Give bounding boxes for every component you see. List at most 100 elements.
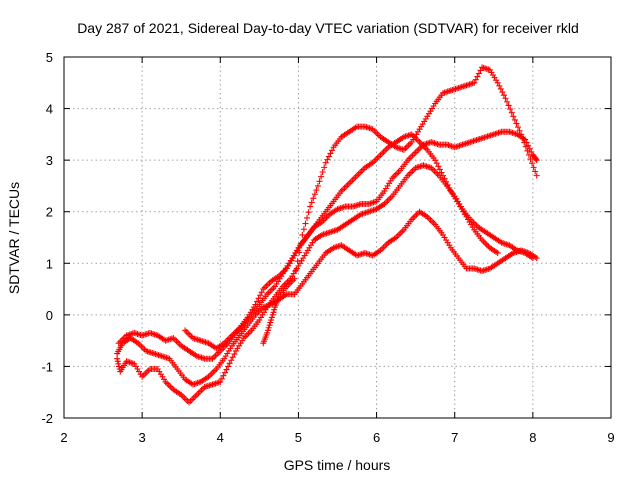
data-point [318,173,325,180]
data-point [497,85,504,92]
data-point [300,226,307,233]
data-point [510,113,517,120]
data-point [519,135,526,142]
data-point [223,366,230,373]
data-point [325,153,332,160]
data-point [314,182,321,189]
data-point [435,163,442,170]
data-point [508,109,515,116]
data-point [324,156,331,163]
series-track-1 [114,162,536,406]
data-point [291,275,298,282]
data-point [494,79,501,86]
data-point [302,220,309,227]
data-point [252,301,259,308]
data-point [270,309,277,316]
data-point [217,378,224,385]
data-point [518,131,525,138]
plot-frame [63,56,612,419]
series-track-4 [182,131,501,352]
data-point [304,214,311,221]
x-tick-label: 9 [607,430,614,445]
data-point [264,329,271,336]
data-point [267,319,274,326]
data-point [499,89,506,96]
data-point [533,157,540,164]
y-tick-label: 5 [46,50,53,65]
data-point [500,92,507,99]
data-point [533,172,540,179]
data-point [494,249,501,256]
data-point [513,120,520,127]
data-point [475,70,482,77]
data-point [522,143,529,150]
data-point [528,148,535,155]
data-point [115,360,122,367]
data-point [294,258,301,265]
data-point [433,160,440,167]
data-point [327,150,334,157]
data-point [322,159,329,166]
data-point [310,195,317,202]
y-tick-label: 4 [46,102,53,117]
data-point [258,289,265,296]
data-point [254,298,261,305]
data-point [471,79,478,86]
data-point [229,354,236,361]
data-point [438,169,445,176]
data-point [114,358,121,365]
y-tick-label: -2 [41,411,53,426]
data-point [507,106,514,113]
data-point [527,156,534,163]
data-point [524,147,531,154]
data-point [299,231,306,238]
data-point [305,209,312,216]
data-point [502,95,509,102]
series-track-3 [115,128,540,362]
data-point [532,168,539,175]
data-point [269,311,276,318]
series-track-5 [260,64,540,347]
series-track-2 [114,208,540,388]
data-point [264,327,271,334]
data-point [228,357,235,364]
data-point [311,191,318,198]
x-tick-label: 7 [451,430,458,445]
axis-ticks: 2 3 4 5 6 7 8 9 -2 -1 0 1 2 3 4 5 [41,50,614,445]
chart-title: Day 287 of 2021, Sidereal Day-to-day VTE… [77,20,579,36]
data-point [432,157,439,164]
data-point [225,363,232,370]
data-point [530,164,537,171]
data-point [319,169,326,176]
y-tick-label: 3 [46,153,53,168]
data-point [257,292,264,299]
data-point [504,98,511,105]
x-tick-label: 2 [60,430,67,445]
data-point [474,73,481,80]
data-point [505,102,512,109]
data-point [533,255,540,262]
data-series [114,64,540,406]
data-point [231,351,238,358]
data-point [271,306,278,313]
data-point [329,147,336,154]
grid [64,57,611,418]
y-axis-label: SDTVAR / TECUs [6,182,22,294]
data-point [221,369,228,376]
data-point [313,187,320,194]
x-tick-label: 3 [139,430,146,445]
data-point [496,82,503,89]
data-point [293,266,300,273]
data-point [297,240,304,247]
data-point [308,199,315,206]
data-point [443,178,450,185]
data-point [265,324,272,331]
data-point [477,67,484,74]
y-tick-label: 0 [46,308,53,323]
data-point [511,116,518,123]
data-point [268,314,275,321]
data-point [321,164,328,171]
x-tick-label: 4 [217,430,224,445]
data-point [436,166,443,173]
